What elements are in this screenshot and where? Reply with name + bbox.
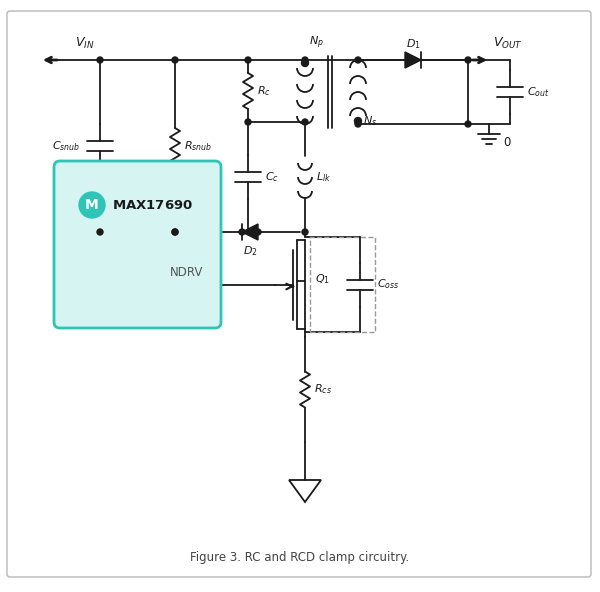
- Text: $R_c$: $R_c$: [257, 84, 271, 98]
- Circle shape: [172, 229, 178, 235]
- Text: $C_{oss}$: $C_{oss}$: [377, 278, 400, 291]
- Text: 0: 0: [503, 136, 511, 149]
- Polygon shape: [405, 52, 421, 68]
- Text: $C_{snub}$: $C_{snub}$: [52, 139, 80, 153]
- Bar: [310, 237, 375, 332]
- Text: NDRV: NDRV: [170, 265, 203, 278]
- Polygon shape: [242, 224, 258, 240]
- Circle shape: [172, 57, 178, 63]
- Circle shape: [355, 117, 362, 124]
- Circle shape: [302, 119, 308, 125]
- Circle shape: [355, 57, 361, 63]
- Circle shape: [79, 192, 105, 218]
- Text: $Q_1$: $Q_1$: [315, 272, 330, 287]
- Text: $C_{out}$: $C_{out}$: [527, 85, 550, 99]
- Text: $V_{OUT}$: $V_{OUT}$: [493, 36, 523, 51]
- Text: $R_{snub}$: $R_{snub}$: [184, 139, 212, 153]
- Circle shape: [465, 57, 471, 63]
- Circle shape: [97, 57, 103, 63]
- Circle shape: [172, 229, 178, 235]
- Text: Figure 3. RC and RCD clamp circuitry.: Figure 3. RC and RCD clamp circuitry.: [190, 551, 410, 564]
- Circle shape: [302, 229, 308, 235]
- Text: $C_c$: $C_c$: [265, 170, 279, 184]
- Circle shape: [302, 60, 308, 66]
- Text: $L_{lk}$: $L_{lk}$: [316, 170, 331, 184]
- Circle shape: [255, 229, 261, 235]
- FancyBboxPatch shape: [7, 11, 591, 577]
- Text: $D_1$: $D_1$: [406, 37, 421, 51]
- Text: $N_p$: $N_p$: [309, 34, 324, 51]
- Circle shape: [245, 57, 251, 63]
- Text: $D_2$: $D_2$: [242, 244, 257, 258]
- Circle shape: [355, 121, 361, 127]
- Circle shape: [465, 121, 471, 127]
- FancyBboxPatch shape: [54, 161, 221, 328]
- Text: M: M: [85, 198, 99, 212]
- Text: $R_{cs}$: $R_{cs}$: [314, 382, 332, 397]
- Text: $V_{IN}$: $V_{IN}$: [75, 36, 94, 51]
- Circle shape: [97, 229, 103, 235]
- Text: $\bf{MAX17690}$: $\bf{MAX17690}$: [112, 198, 193, 211]
- Circle shape: [239, 229, 245, 235]
- Circle shape: [302, 57, 308, 63]
- Text: $N_s$: $N_s$: [363, 114, 377, 128]
- Circle shape: [245, 119, 251, 125]
